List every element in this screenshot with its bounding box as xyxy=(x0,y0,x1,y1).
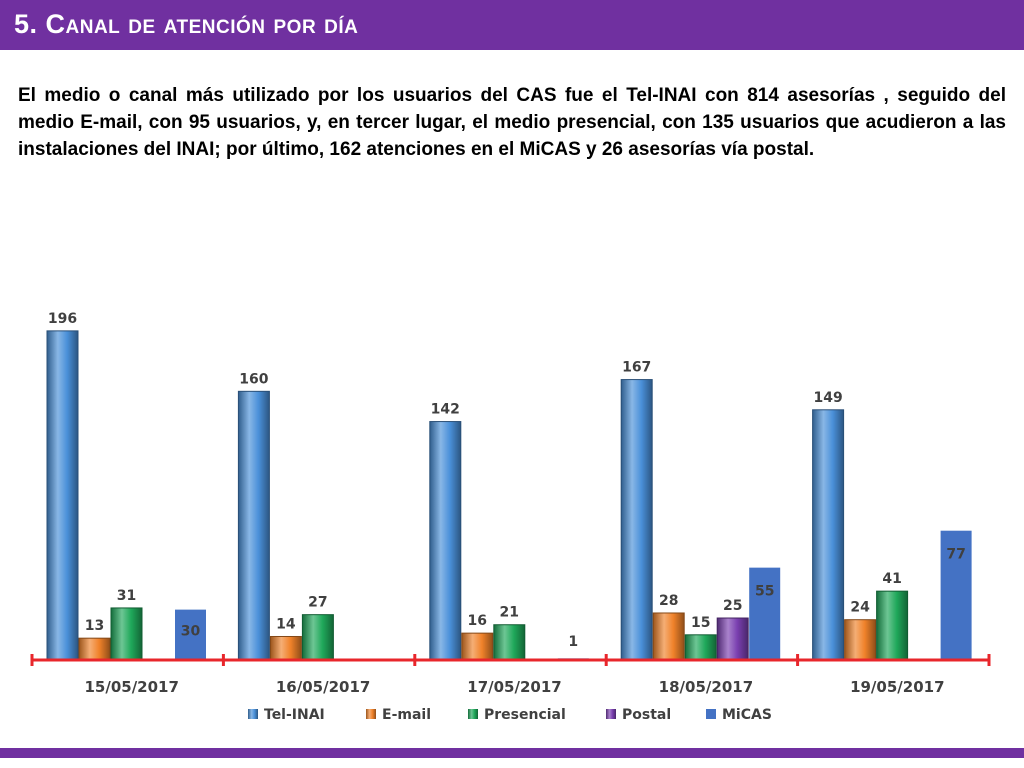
bar-presencial-2 xyxy=(301,614,334,661)
footer-bar xyxy=(0,748,1024,758)
category-label-2: 16/05/2017 xyxy=(276,678,370,696)
intro-paragraph: El medio o canal más utilizado por los u… xyxy=(18,85,1006,160)
legend-swatch-tel-inai xyxy=(248,709,258,719)
value-label-postal-4: 25 xyxy=(723,598,742,614)
bar-tel-inai-3 xyxy=(429,421,462,661)
bar-tel-inai-2 xyxy=(237,390,270,661)
value-label-e-mail-2: 14 xyxy=(276,616,296,632)
value-label-e-mail-3: 16 xyxy=(468,613,487,629)
value-label-presencial-4: 15 xyxy=(691,615,710,631)
page-title: 5. Canal de atención por día xyxy=(14,9,359,39)
legend-label-postal: Postal xyxy=(622,707,671,723)
value-label-presencial-3: 21 xyxy=(500,605,519,621)
value-label-micas-3: 1 xyxy=(568,634,578,650)
value-label-e-mail-1: 13 xyxy=(85,618,104,634)
header-bar: 5. Canal de atención por día xyxy=(0,0,1024,50)
value-label-micas-5: 77 xyxy=(946,547,965,563)
value-label-tel-inai-5: 149 xyxy=(813,390,842,406)
bar-e-mail-4 xyxy=(652,612,685,661)
value-label-presencial-1: 31 xyxy=(117,588,136,604)
bar-postal-4 xyxy=(716,617,749,661)
legend-swatch-presencial xyxy=(468,709,478,719)
bar-presencial-5 xyxy=(876,590,909,661)
legend-label-e-mail: E-mail xyxy=(382,707,431,723)
legend-label-tel-inai: Tel-INAI xyxy=(264,707,325,723)
bar-e-mail-5 xyxy=(844,619,877,661)
bar-presencial-1 xyxy=(110,607,143,661)
value-label-micas-4: 55 xyxy=(755,584,774,600)
value-label-e-mail-5: 24 xyxy=(850,600,870,616)
value-label-tel-inai-3: 142 xyxy=(431,402,460,418)
bar-tel-inai-5 xyxy=(812,409,845,661)
value-label-e-mail-4: 28 xyxy=(659,593,678,609)
category-label-3: 17/05/2017 xyxy=(467,678,561,696)
legend-label-micas: MiCAS xyxy=(722,707,772,723)
bar-e-mail-2 xyxy=(269,635,302,661)
bar-e-mail-3 xyxy=(461,632,494,661)
category-label-4: 18/05/2017 xyxy=(659,678,753,696)
bar-e-mail-1 xyxy=(78,637,111,661)
bar-micas-1 xyxy=(175,609,206,660)
legend-swatch-postal xyxy=(606,709,616,719)
legend-swatch-e-mail xyxy=(366,709,376,719)
category-label-1: 15/05/2017 xyxy=(84,678,178,696)
category-label-5: 19/05/2017 xyxy=(850,678,944,696)
value-label-tel-inai-2: 160 xyxy=(239,371,268,387)
bar-micas-4 xyxy=(749,567,781,660)
legend-swatch-micas xyxy=(706,709,716,719)
value-label-tel-inai-1: 196 xyxy=(48,311,77,327)
value-label-presencial-2: 27 xyxy=(308,595,327,611)
bar-tel-inai-1 xyxy=(46,330,79,661)
bar-presencial-4 xyxy=(684,634,717,661)
legend-label-presencial: Presencial xyxy=(484,707,566,723)
value-label-micas-1: 30 xyxy=(181,624,201,640)
value-label-presencial-5: 41 xyxy=(882,571,901,587)
bar-tel-inai-4 xyxy=(620,379,653,661)
value-label-tel-inai-4: 167 xyxy=(622,360,651,376)
bar-chart: 196 13 31 30 15/05/2017 160 14 27 16/05/2017 142 1… xyxy=(30,311,991,723)
bar-micas-5 xyxy=(940,530,972,660)
bar-presencial-3 xyxy=(493,624,526,661)
